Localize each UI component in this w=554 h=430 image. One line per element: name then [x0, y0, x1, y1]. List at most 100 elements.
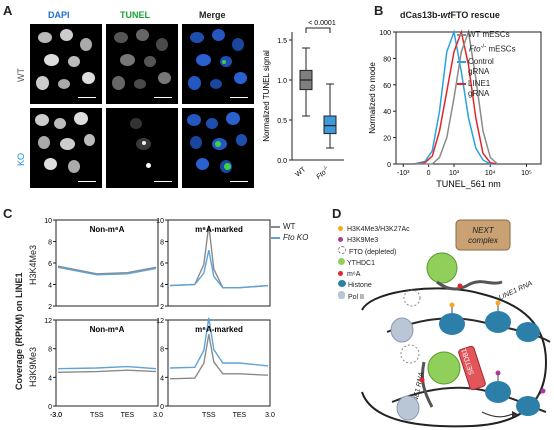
next-line2: complex [468, 236, 499, 245]
row-label-h3k9me3: H3K9Me3 [28, 346, 38, 387]
h3k4me3-m6a-fto-ko-line [169, 249, 269, 289]
box-fto [323, 83, 337, 149]
col-header-dapi: DAPI [48, 10, 70, 20]
cov-y-tick-label: 4 [160, 283, 164, 290]
hist-x-tick-label: -10³ [397, 170, 410, 177]
cov-y-tick-label: 8 [48, 347, 52, 354]
fto-top [403, 289, 421, 307]
next-line1: NEXT [472, 226, 494, 235]
cov-y-tick-label: 12 [156, 318, 164, 325]
hist-y-tick-label: 40 [383, 109, 391, 116]
cov-y-tick-label: 2 [160, 304, 164, 311]
cov-y-tick-label: 4 [48, 375, 52, 382]
hist-xlabel: TUNEL_561 nm [436, 179, 501, 189]
h3k4me3-non-m6a-fto-ko-line [57, 266, 157, 276]
histogram-legend: WT mESCs Fto-/- mESCs Control gRNA LINE1 g… [457, 30, 553, 99]
line1-rna-label-top: LINE1 RNA [498, 280, 534, 302]
h3k9me3-non-m6a-frame [55, 319, 159, 407]
panel-a-label: A [3, 3, 13, 18]
row-label-ko: KO [16, 152, 26, 166]
arrow-icon [481, 411, 513, 418]
box-x-label: WT [294, 166, 307, 179]
h3k9me3-m6a-wt-line [169, 334, 269, 380]
box-iqr [323, 115, 337, 135]
control-grna-line [413, 29, 498, 165]
dapi-wt-image [30, 24, 102, 104]
hist-y-tick-label: 100 [379, 30, 391, 37]
box-y-tick-label: 1.0 [277, 78, 287, 85]
cov-y-tick-label: 0 [160, 404, 164, 411]
box-ylabel: Normalized TUNEL signal [262, 50, 271, 142]
h3k9me3-marks [495, 370, 546, 399]
model-legend: H3K4Me3/H3K27Ac H3K9Me3 FTO (depleted) Y… [338, 224, 410, 303]
legend-wt-mescs: WT mESCs [457, 30, 553, 40]
h3k9me3-non-m6a-fto-ko-line [57, 365, 157, 370]
histone-icon [338, 280, 346, 287]
green-circle-icon [338, 258, 345, 265]
cov-x-tick-label: TSS [202, 412, 216, 419]
box-y-tick-label: 0.0 [277, 158, 287, 165]
cov-y-tick-label: 8 [48, 240, 52, 247]
dapi-ko-image [30, 108, 102, 188]
legend-fto: FTO (depleted) [338, 246, 410, 258]
flow-histogram: 0 20 40 60 80 100 -10³ 0 10³ 10⁴ 10⁵ TUNEL_561 nm No… [368, 29, 542, 189]
cov-y-tick-label: 8 [160, 240, 164, 247]
legend-m6a: m⁶A [338, 269, 410, 280]
cov-x-tick-label: 3.0 [265, 412, 275, 419]
cov-y-tick-label: 8 [160, 347, 164, 354]
cov-x-tick-label: -3.0 [50, 412, 62, 419]
h3k9me3-m6a-fto-ko-line [169, 317, 269, 369]
box-x-label: Fto-/- [314, 164, 331, 181]
cov-y-tick-label: 10 [156, 218, 164, 225]
tunel-wt-image [106, 24, 178, 104]
ythdc1-bottom [427, 351, 461, 385]
pol-ii-icon [338, 291, 345, 299]
cov-x-tick-label: TSS [90, 412, 104, 419]
red-lollipop-icon [338, 271, 343, 276]
pvalue-bracket [305, 27, 331, 33]
hist-y-tick-label: 80 [383, 56, 391, 63]
pvalue-label: < 0.0001 [308, 20, 336, 27]
cov-y-tick-label: 2 [48, 304, 52, 311]
coverage-profiles: 2 4 6 8 10 Non-m⁶A 2 4 6 8 10 m⁶A-marked 0 4 8 12 Non-m⁶… [44, 218, 275, 419]
dashed-circle-icon [338, 246, 346, 254]
mechanism-diagram: NEXT complex LINE1 RNA LINE1 RNA SETDB1 [361, 219, 551, 428]
cov-y-tick-label: 6 [48, 261, 52, 268]
legend-line1-grna: LINE1 gRNA [457, 79, 553, 99]
m6a-marks [419, 283, 463, 383]
next-complex: NEXT complex [455, 219, 511, 251]
panel-c-label: C [3, 206, 13, 221]
h3k4me3-m6a-wt-line [169, 225, 269, 289]
cov-x-tick-label-start: -3.0 [50, 412, 62, 419]
orange-lollipop-icon [338, 226, 343, 231]
line1-grna-line [414, 29, 498, 165]
histogram-title: dCas13b-wtFTO rescue [400, 10, 500, 20]
h3k4me3-m6a-subtitle: m⁶A-marked [195, 225, 243, 234]
coverage-legend: WT Fto KO [271, 221, 308, 243]
legend-histone: Histone [338, 280, 410, 291]
pol-ii-top [390, 317, 414, 343]
legend-fto-mescs: Fto-/- mESCs [469, 44, 516, 54]
hist-y-tick-label: 20 [383, 136, 391, 143]
ythdc1-top [426, 252, 458, 284]
cov-x-tick-label: TES [121, 412, 135, 419]
merge-ko-image [182, 108, 254, 188]
row-label-h3k4me3: H3K4Me3 [28, 244, 38, 285]
h3k9me3-non-m6a-subtitle: Non-m⁶A [90, 325, 125, 334]
tunel-boxplot: 0.0 0.5 1.0 1.5 Normalized TUNEL signal < 0.0… [262, 20, 344, 181]
box-y-tick-label: 1.5 [277, 38, 287, 45]
legend-h3k9me3: H3K9Me3 [338, 235, 410, 246]
cov-y-tick-label: 4 [160, 375, 164, 382]
legend-ythdc1: YTHDC1 [338, 258, 410, 269]
hist-y-tick-label: 60 [383, 83, 391, 90]
tunel-ko-image [106, 108, 178, 188]
col-header-tunel: TUNEL [120, 10, 150, 20]
hist-x-tick-label: 10³ [449, 170, 460, 177]
coverage-ylabel: Coverage (RPKM) on LINE1 [14, 272, 24, 390]
fto-bottom [400, 344, 420, 364]
panel-b-label: B [374, 3, 384, 18]
histones-top [439, 311, 540, 342]
hist-y-tick-label: 0 [387, 162, 391, 169]
pol-ii-bottom [396, 395, 420, 421]
cov-y-tick-label: 4 [48, 283, 52, 290]
